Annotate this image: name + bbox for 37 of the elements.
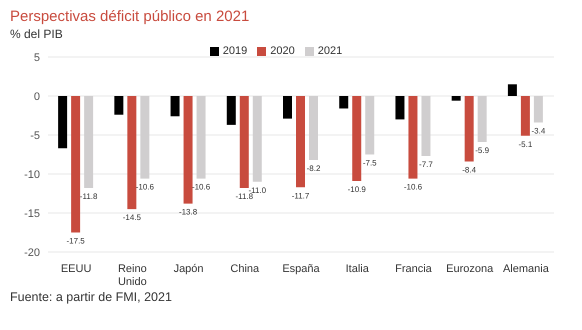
data-label: -5.1 (518, 140, 533, 149)
x-tick-label: Reino Unido (118, 263, 147, 288)
y-tick-label: 0 (34, 90, 40, 103)
data-label: -11.8 (80, 192, 98, 202)
data-label: -10.9 (348, 185, 366, 194)
data-label: -7.7 (419, 160, 434, 170)
x-tick-label: Eurozona (446, 263, 494, 275)
data-label: -14.5 (122, 213, 142, 222)
data-label: -3.4 (532, 126, 546, 136)
source-note: Fuente: a partir de FMI, 2021 (10, 290, 173, 304)
data-label: -7.5 (362, 158, 378, 168)
y-tick-label: -10 (24, 168, 40, 181)
chart-subtitle: % del PIB (10, 27, 64, 41)
chart-title: Perspectivas déficit público en 2021 (10, 8, 250, 25)
data-label: -8.2 (306, 164, 321, 173)
x-tick-label: Francia (395, 263, 433, 275)
data-label: -8.4 (462, 166, 477, 175)
data-label: -13.8 (178, 208, 198, 217)
data-label: -17.5 (66, 236, 86, 246)
data-label: -11.0 (248, 186, 267, 195)
y-tick-label: -5 (30, 130, 40, 142)
legend-label: 2021 (318, 45, 342, 57)
x-tick-label: Japón (174, 263, 204, 275)
y-tick-label: 5 (34, 52, 40, 64)
data-label: -11.8 (235, 192, 254, 202)
x-tick-label: China (230, 263, 260, 275)
legend-label: 2020 (270, 45, 295, 57)
x-tick-label: Italia (346, 263, 370, 275)
x-tick-label: EEUU (60, 263, 92, 275)
legend-label: 2019 (222, 45, 248, 57)
data-label: -10.6 (404, 182, 423, 192)
data-label: -11.7 (292, 191, 310, 200)
x-tick-label: Alemania (502, 263, 550, 275)
y-tick-label: -15 (24, 208, 40, 220)
data-label: -5.9 (475, 146, 490, 156)
x-tick-label: España (282, 263, 321, 275)
y-tick-label: -20 (24, 246, 40, 259)
